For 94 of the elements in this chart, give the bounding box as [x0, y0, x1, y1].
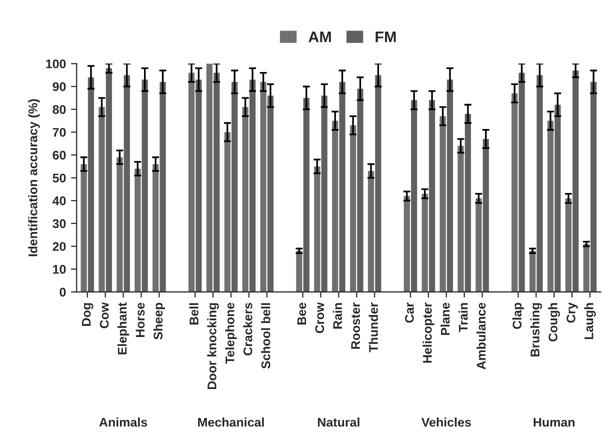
x-tick-label: Horse — [136, 302, 145, 337]
bar — [422, 194, 428, 292]
x-tick-label: Laugh — [584, 303, 596, 340]
bar — [232, 82, 238, 292]
bar — [314, 166, 320, 292]
x-tick-label: Sheep — [153, 302, 166, 340]
y-tick-label: 30 — [52, 219, 66, 228]
text: Natural — [318, 417, 360, 427]
y-tick-label: 70 — [52, 128, 66, 137]
bar — [224, 132, 230, 292]
bar — [116, 157, 123, 292]
bar — [134, 168, 141, 292]
y-tick-label: 10 — [53, 264, 66, 274]
bar — [476, 198, 482, 292]
bar — [152, 164, 159, 292]
bar — [339, 82, 346, 292]
x-tick-label: Door knocking — [207, 303, 219, 390]
x-tick-label: Train — [458, 303, 468, 332]
bar — [357, 88, 364, 292]
text: Animals — [99, 417, 148, 427]
legend-label: FM — [376, 32, 396, 42]
x-tick-label: Brushing — [530, 303, 542, 356]
bar — [518, 72, 525, 292]
x-tick-label: Dog — [82, 303, 94, 326]
y-tick-label: 0 — [60, 288, 66, 297]
bar — [446, 80, 454, 292]
y-tick-label: 50 — [52, 174, 66, 182]
bar — [536, 75, 543, 292]
bar — [196, 80, 202, 292]
y-tick-label: 90 — [52, 82, 66, 92]
bar — [124, 75, 130, 292]
bar — [98, 107, 105, 292]
bar — [188, 72, 195, 292]
x-tick-label: Rain — [332, 303, 342, 329]
x-tick-label: Bee — [297, 302, 306, 324]
bar — [260, 82, 266, 292]
bar — [458, 146, 464, 292]
y-tick-label: 40 — [52, 196, 66, 206]
x-tick-label: Cow — [100, 302, 109, 328]
bar — [106, 68, 112, 292]
x-tick-label: School bell — [261, 303, 270, 369]
bar — [80, 164, 87, 292]
bar — [572, 70, 579, 292]
x-tick-label: Ambulance — [476, 302, 486, 370]
x-tick-label: Thunder — [368, 302, 378, 352]
legend-label: AM — [308, 32, 331, 42]
bar — [547, 120, 554, 292]
x-tick-label: Plane — [440, 302, 450, 335]
bar — [404, 196, 410, 292]
bar — [206, 64, 212, 292]
x-tick-label: Crackers — [243, 302, 252, 356]
bar — [464, 114, 471, 292]
x-tick-label: Crow — [315, 302, 324, 334]
bar — [583, 244, 590, 292]
bar — [590, 82, 597, 292]
x-tick-label: Cry — [566, 302, 578, 323]
text: Vehicles — [421, 417, 471, 427]
bar — [321, 96, 328, 292]
y-tick-label: 80 — [52, 105, 66, 114]
x-tick-label: Car — [404, 302, 414, 323]
x-tick-label: Clap — [512, 302, 524, 329]
bar — [160, 82, 166, 292]
bar — [88, 77, 94, 292]
bar — [368, 170, 374, 292]
bar — [529, 250, 536, 292]
bar — [214, 72, 220, 292]
x-tick-label: Elephant — [117, 302, 130, 354]
x-tick-label: Bell — [189, 303, 198, 324]
bar — [375, 75, 382, 292]
bar — [142, 80, 148, 292]
bar — [565, 198, 572, 292]
text: Mechanical — [198, 417, 264, 427]
x-tick-label: Telephone — [225, 302, 237, 364]
bar — [512, 93, 518, 292]
bar — [554, 104, 561, 292]
bar — [440, 116, 446, 292]
x-tick-label: Cough — [548, 303, 560, 342]
bar — [296, 250, 302, 292]
text: Human — [534, 418, 574, 427]
bar — [428, 100, 436, 292]
bar — [249, 80, 256, 292]
bar — [242, 107, 248, 292]
y-tick-label: 60 — [52, 150, 66, 160]
bar — [267, 96, 274, 292]
bar — [303, 98, 310, 292]
x-tick-label: Rooster — [351, 302, 360, 349]
y-tick-label: 100 — [46, 59, 66, 68]
y-tick-label: 20 — [52, 242, 66, 251]
bar — [482, 138, 489, 292]
bar — [332, 120, 338, 292]
y-axis-title: Identification accuracy (%) — [28, 99, 40, 256]
bar — [411, 100, 418, 292]
bar — [350, 125, 356, 292]
x-tick-label: Helicopter — [422, 302, 434, 363]
